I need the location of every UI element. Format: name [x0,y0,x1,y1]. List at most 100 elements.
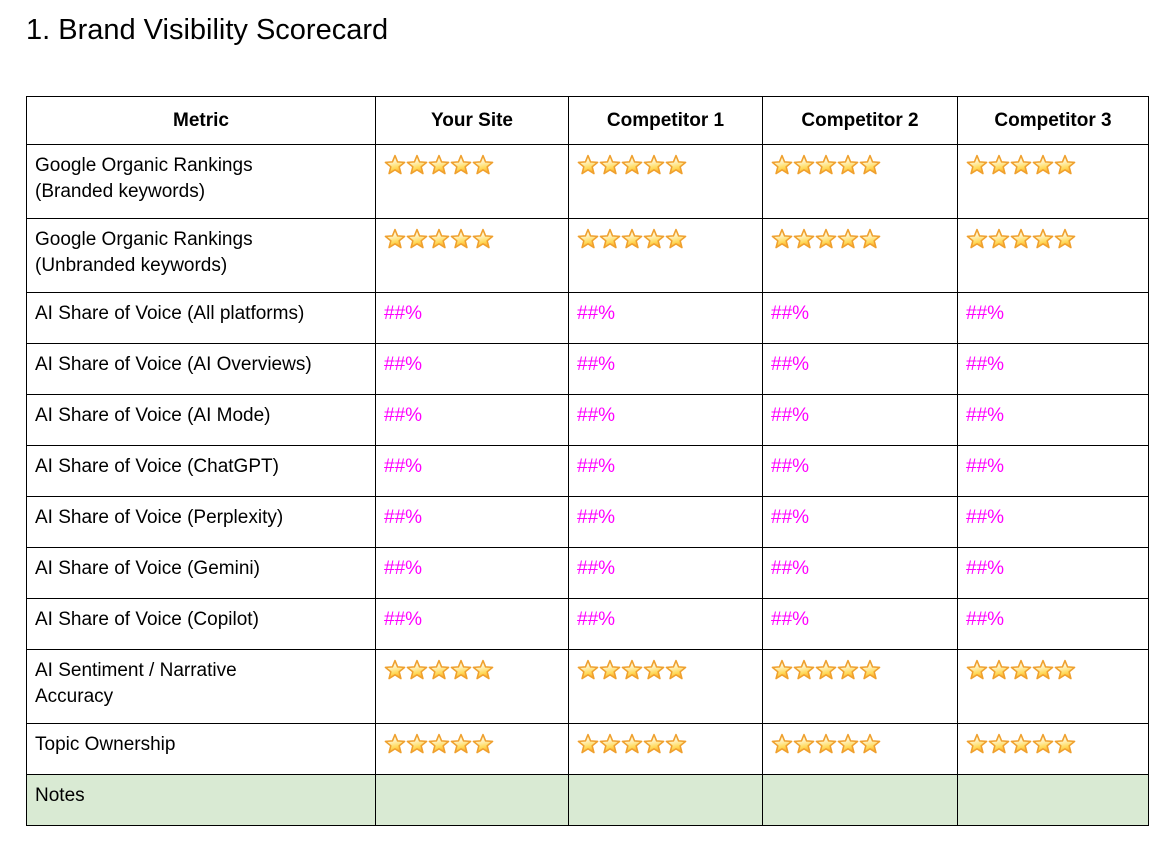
star-rating [771,155,881,176]
metric-cell[interactable]: Topic Ownership [26,723,376,775]
value-cell[interactable]: ##% [762,292,958,344]
star-icon [577,659,599,681]
percent-placeholder: ##% [577,558,616,579]
percent-placeholder: ##% [577,303,616,324]
column-header-label: Competitor 1 [606,109,725,131]
star-icon [472,733,494,755]
value-cell[interactable]: ##% [957,547,1149,599]
metric-cell[interactable]: AI Share of Voice (Gemini) [26,547,376,599]
column-header-competitor-1[interactable]: Competitor 1 [568,96,763,145]
value-cell[interactable]: ##% [375,547,569,599]
column-header-competitor-2[interactable]: Competitor 2 [762,96,958,145]
star-icon [1054,154,1076,176]
value-cell[interactable]: ##% [375,394,569,446]
metric-label: AI Share of Voice (AI Overviews) [35,354,312,375]
metric-cell[interactable]: AI Share of Voice (AI Overviews) [26,343,376,395]
star-icon [793,154,815,176]
table-row-ai-share-of-voice-perplexity: AI Share of Voice (Perplexity) ##% ##% ##% #… [26,496,1149,548]
star-icon [771,228,793,250]
value-cell[interactable]: ##% [762,394,958,446]
column-header-metric[interactable]: Metric [26,96,376,145]
value-cell[interactable]: ##% [762,547,958,599]
star-icon [966,659,988,681]
table-row-ai-share-of-voice-ai-mode: AI Share of Voice (AI Mode) ##% ##% ##% ##% [26,394,1149,446]
notes-cell[interactable] [762,774,958,826]
value-cell[interactable]: ##% [957,394,1149,446]
notes-cell[interactable] [568,774,763,826]
star-icon [966,733,988,755]
percent-placeholder: ##% [384,405,423,426]
value-cell[interactable]: ##% [568,598,763,650]
page-title: 1. Brand Visibility Scorecard [26,14,389,46]
value-cell[interactable]: ##% [957,496,1149,548]
rating-cell[interactable] [375,723,569,775]
metric-cell[interactable]: AI Share of Voice (All platforms) [26,292,376,344]
metric-cell[interactable]: AI Share of Voice (Copilot) [26,598,376,650]
star-icon [837,659,859,681]
value-cell[interactable]: ##% [957,292,1149,344]
rating-cell[interactable] [375,144,569,219]
metric-cell[interactable]: Notes [26,774,376,826]
rating-cell[interactable] [568,144,763,219]
rating-cell[interactable] [762,218,958,293]
rating-cell[interactable] [375,649,569,724]
metric-cell[interactable]: AI Share of Voice (Perplexity) [26,496,376,548]
metric-cell[interactable]: Google Organic Rankings (Branded keyword… [26,144,376,219]
rating-cell[interactable] [957,723,1149,775]
value-cell[interactable]: ##% [568,445,763,497]
rating-cell[interactable] [957,649,1149,724]
star-rating [577,660,687,681]
value-cell[interactable]: ##% [568,547,763,599]
star-icon [837,228,859,250]
star-icon [599,154,621,176]
metric-label: AI Share of Voice (Perplexity) [35,507,284,528]
star-icon [793,228,815,250]
value-cell[interactable]: ##% [568,496,763,548]
percent-placeholder: ##% [577,507,616,528]
rating-cell[interactable] [568,649,763,724]
star-icon [815,659,837,681]
value-cell[interactable]: ##% [568,292,763,344]
brand-visibility-scorecard-table: Metric Your Site Competitor 1 Competitor 2 C… [26,96,1149,826]
column-header-your-site[interactable]: Your Site [375,96,569,145]
value-cell[interactable]: ##% [568,394,763,446]
value-cell[interactable]: ##% [568,343,763,395]
star-icon [665,659,687,681]
metric-cell[interactable]: AI Share of Voice (AI Mode) [26,394,376,446]
value-cell[interactable]: ##% [957,343,1149,395]
percent-placeholder: ##% [577,405,616,426]
rating-cell[interactable] [375,218,569,293]
metric-cell[interactable]: AI Sentiment / Narrative Accuracy [26,649,376,724]
metric-cell[interactable]: AI Share of Voice (ChatGPT) [26,445,376,497]
value-cell[interactable]: ##% [762,496,958,548]
value-cell[interactable]: ##% [957,598,1149,650]
notes-cell[interactable] [957,774,1149,826]
value-cell[interactable]: ##% [762,445,958,497]
star-rating [577,229,687,250]
star-icon [621,228,643,250]
rating-cell[interactable] [568,218,763,293]
value-cell[interactable]: ##% [762,598,958,650]
rating-cell[interactable] [762,649,958,724]
value-cell[interactable]: ##% [762,343,958,395]
notes-cell[interactable] [375,774,569,826]
rating-cell[interactable] [762,723,958,775]
rating-cell[interactable] [568,723,763,775]
value-cell[interactable]: ##% [375,445,569,497]
star-rating [384,660,494,681]
rating-cell[interactable] [957,218,1149,293]
star-icon [815,733,837,755]
star-icon [1032,228,1054,250]
rating-cell[interactable] [762,144,958,219]
metric-label: AI Share of Voice (Copilot) [35,609,259,630]
value-cell[interactable]: ##% [375,343,569,395]
value-cell[interactable]: ##% [375,598,569,650]
metric-cell[interactable]: Google Organic Rankings (Unbranded keywo… [26,218,376,293]
value-cell[interactable]: ##% [375,496,569,548]
star-icon [621,733,643,755]
column-header-competitor-3[interactable]: Competitor 3 [957,96,1149,145]
value-cell[interactable]: ##% [957,445,1149,497]
value-cell[interactable]: ##% [375,292,569,344]
rating-cell[interactable] [957,144,1149,219]
table-body: Google Organic Rankings (Branded keyword… [26,144,1149,826]
